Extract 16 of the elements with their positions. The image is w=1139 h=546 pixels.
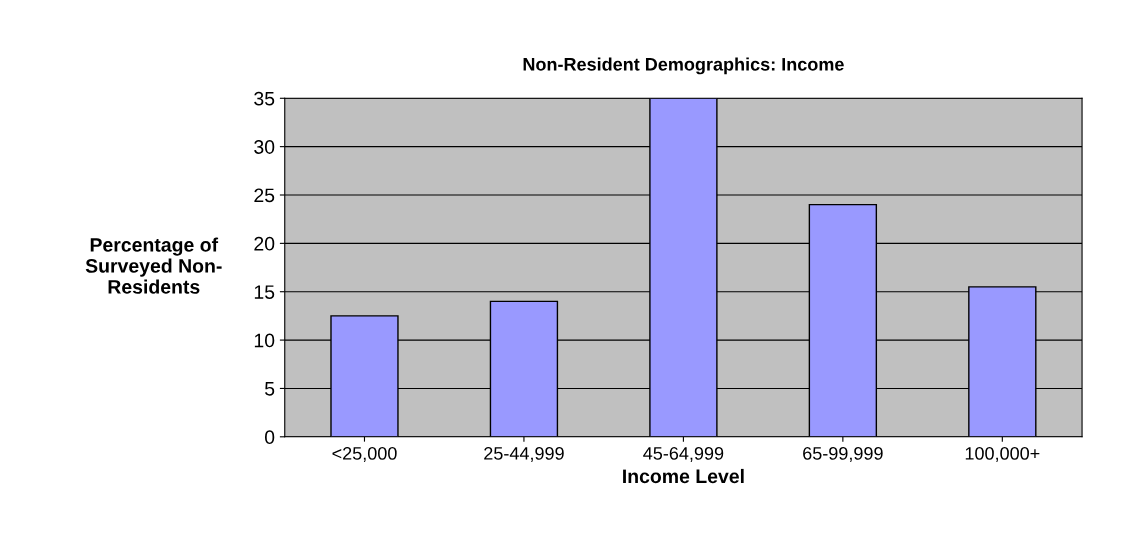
x-tick-label: 45-64,999	[643, 447, 724, 462]
y-tick-label: 20	[254, 236, 275, 251]
y-tick-label: 30	[254, 140, 275, 154]
x-tick-label: 65-99,999	[803, 447, 883, 462]
y-tick-label: 15	[254, 285, 275, 299]
x-tick-label: 100,000+	[965, 447, 1040, 462]
y-axis-title: Percentage of Surveyed Non- Residents	[85, 237, 222, 294]
y-tick-label: 35	[254, 91, 275, 106]
x-tick-label: 25-44,999	[484, 447, 564, 462]
x-axis-title: Income Level	[623, 468, 744, 484]
y-tick-label: 25	[254, 188, 275, 203]
y-tick-label: 0	[264, 430, 275, 445]
y-tick-label: 10	[254, 333, 275, 348]
chart-title: Non-Resident Demographics: Income	[523, 57, 844, 75]
y-tick-label: 5	[264, 382, 275, 396]
x-tick-label: <25,000	[332, 447, 397, 462]
